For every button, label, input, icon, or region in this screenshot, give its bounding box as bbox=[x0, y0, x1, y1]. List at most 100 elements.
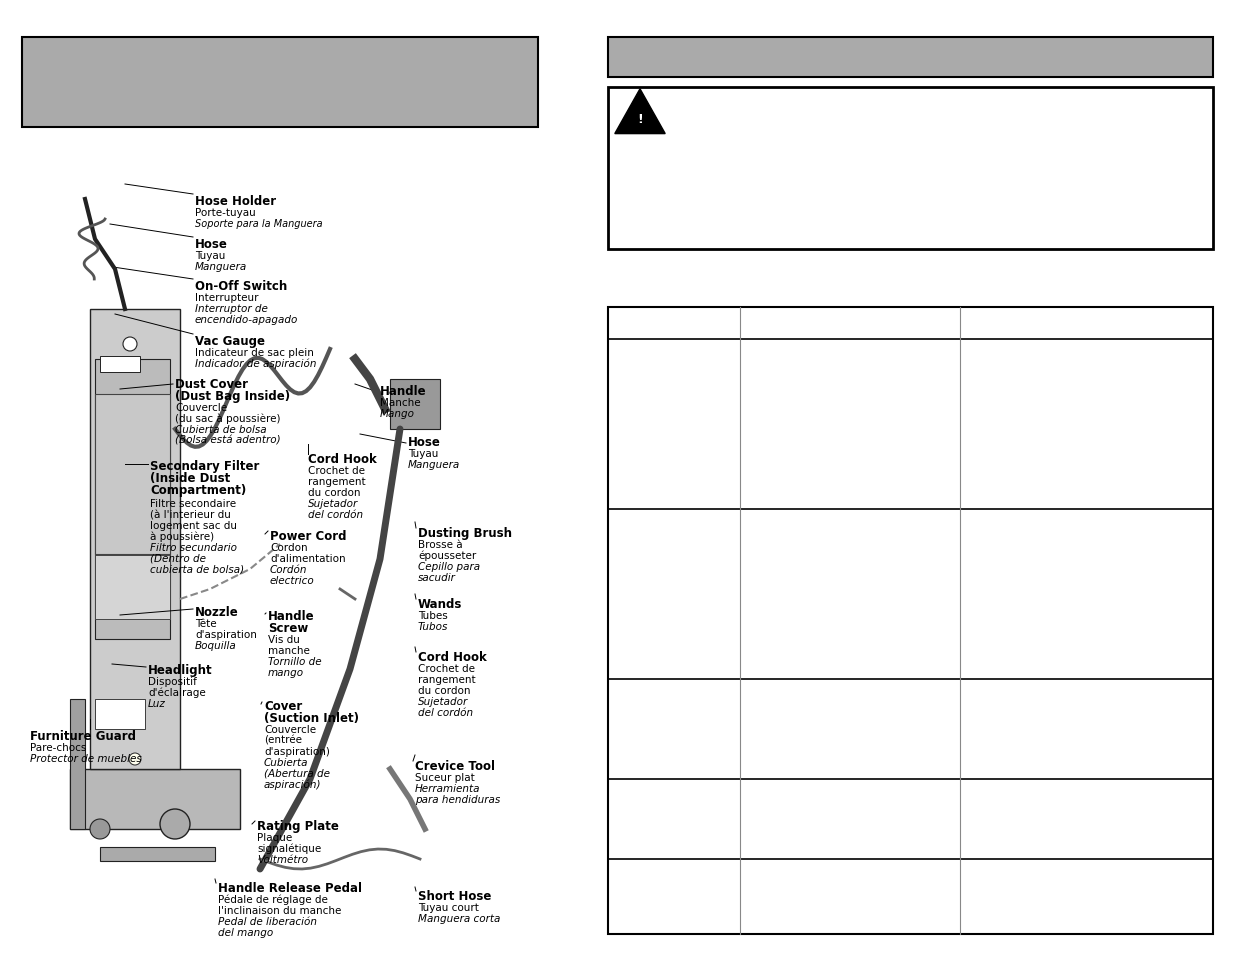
Text: (entrée: (entrée bbox=[264, 735, 303, 745]
Text: sacudir: sacudir bbox=[417, 573, 456, 582]
Text: Dusting Brush: Dusting Brush bbox=[417, 526, 513, 539]
Text: Hose: Hose bbox=[408, 436, 441, 449]
Text: para hendiduras: para hendiduras bbox=[415, 794, 500, 804]
Text: Filtro secundario: Filtro secundario bbox=[149, 542, 237, 553]
Text: Hose Holder: Hose Holder bbox=[195, 194, 277, 208]
Text: l'inclinaison du manche: l'inclinaison du manche bbox=[219, 905, 341, 915]
FancyBboxPatch shape bbox=[608, 308, 1213, 934]
Text: (à l'interieur du: (à l'interieur du bbox=[149, 510, 231, 519]
Text: Handle: Handle bbox=[380, 385, 426, 397]
Text: Dust Cover: Dust Cover bbox=[175, 377, 248, 391]
Text: Dispositif: Dispositif bbox=[148, 677, 196, 686]
Text: Suceur plat: Suceur plat bbox=[415, 772, 474, 782]
FancyBboxPatch shape bbox=[100, 356, 140, 373]
Text: Cordon: Cordon bbox=[270, 542, 308, 553]
Text: Crochet de: Crochet de bbox=[417, 663, 475, 673]
Text: (Suction Inlet): (Suction Inlet) bbox=[264, 711, 359, 724]
Text: del cordón: del cordón bbox=[417, 707, 473, 718]
Text: Couvercle: Couvercle bbox=[175, 402, 227, 413]
FancyBboxPatch shape bbox=[390, 379, 440, 430]
Text: Porte-tuyau: Porte-tuyau bbox=[195, 208, 256, 218]
Text: rangement: rangement bbox=[417, 675, 475, 684]
Text: d'éclairage: d'éclairage bbox=[148, 687, 206, 698]
Text: Compartment): Compartment) bbox=[149, 483, 246, 497]
Text: (Inside Dust: (Inside Dust bbox=[149, 472, 230, 484]
Text: Furniture Guard: Furniture Guard bbox=[30, 729, 136, 742]
Text: Pédale de réglage de: Pédale de réglage de bbox=[219, 894, 327, 904]
Text: Plaque: Plaque bbox=[257, 832, 293, 842]
Circle shape bbox=[90, 820, 110, 840]
FancyBboxPatch shape bbox=[100, 847, 215, 862]
Text: Sujetador: Sujetador bbox=[417, 697, 468, 706]
FancyBboxPatch shape bbox=[608, 38, 1213, 78]
Text: rangement: rangement bbox=[308, 476, 366, 486]
Text: Indicateur de sac plein: Indicateur de sac plein bbox=[195, 348, 314, 357]
Text: Sujetador: Sujetador bbox=[308, 498, 358, 509]
Text: (Dentro de: (Dentro de bbox=[149, 554, 206, 563]
Text: (Abertura de: (Abertura de bbox=[264, 768, 330, 779]
Text: Indicador de aspiración: Indicador de aspiración bbox=[195, 358, 316, 369]
FancyBboxPatch shape bbox=[95, 359, 170, 639]
Text: Cubierta de bolsa: Cubierta de bolsa bbox=[175, 424, 267, 435]
Text: d'alimentation: d'alimentation bbox=[270, 554, 346, 563]
Text: Rating Plate: Rating Plate bbox=[257, 820, 338, 832]
Text: Voltmétro: Voltmétro bbox=[257, 854, 308, 864]
Text: Tornillo de: Tornillo de bbox=[268, 657, 321, 666]
Text: Tuyau: Tuyau bbox=[408, 449, 438, 458]
Text: logement sac du: logement sac du bbox=[149, 520, 237, 531]
Text: Nozzle: Nozzle bbox=[195, 605, 238, 618]
Text: Cubierta: Cubierta bbox=[264, 758, 309, 767]
Text: del cordón: del cordón bbox=[308, 510, 363, 519]
Text: aspiración): aspiración) bbox=[264, 780, 321, 790]
Text: encendido-apagado: encendido-apagado bbox=[195, 314, 299, 325]
Text: Handle: Handle bbox=[268, 609, 315, 622]
Text: mango: mango bbox=[268, 667, 304, 678]
Text: manche: manche bbox=[268, 645, 310, 656]
Text: Wands: Wands bbox=[417, 598, 462, 610]
Text: Hose: Hose bbox=[195, 237, 228, 251]
Text: Couvercle: Couvercle bbox=[264, 724, 316, 734]
Text: d'aspiration): d'aspiration) bbox=[264, 746, 330, 757]
Circle shape bbox=[161, 809, 190, 840]
Text: Cord Hook: Cord Hook bbox=[308, 453, 377, 465]
Text: Cordón: Cordón bbox=[270, 564, 308, 575]
Text: Brosse à: Brosse à bbox=[417, 539, 463, 550]
FancyBboxPatch shape bbox=[608, 88, 1213, 250]
Text: Interrupteur: Interrupteur bbox=[195, 293, 258, 303]
Text: !: ! bbox=[637, 112, 643, 126]
Text: Power Cord: Power Cord bbox=[270, 530, 347, 542]
Text: (du sac à poussière): (du sac à poussière) bbox=[175, 414, 280, 424]
FancyBboxPatch shape bbox=[95, 556, 170, 619]
Text: Screw: Screw bbox=[268, 621, 309, 635]
Text: Tête: Tête bbox=[195, 618, 216, 628]
Text: Tuyau: Tuyau bbox=[195, 251, 225, 261]
Text: Tuyau court: Tuyau court bbox=[417, 902, 479, 912]
Text: Manguera: Manguera bbox=[195, 262, 247, 272]
Text: Crochet de: Crochet de bbox=[308, 465, 366, 476]
Text: (Dust Bag Inside): (Dust Bag Inside) bbox=[175, 390, 290, 402]
Text: Mango: Mango bbox=[380, 409, 415, 418]
Text: du cordon: du cordon bbox=[417, 685, 471, 696]
Text: Soporte para la Manguera: Soporte para la Manguera bbox=[195, 219, 322, 229]
Text: Secondary Filter: Secondary Filter bbox=[149, 459, 259, 473]
FancyBboxPatch shape bbox=[22, 38, 538, 128]
FancyBboxPatch shape bbox=[70, 769, 240, 829]
Text: Manguera corta: Manguera corta bbox=[417, 913, 500, 923]
Text: Cepillo para: Cepillo para bbox=[417, 561, 480, 572]
Circle shape bbox=[128, 753, 141, 765]
Text: Cover: Cover bbox=[264, 700, 303, 712]
Text: Protector de muebles: Protector de muebles bbox=[30, 753, 142, 763]
Text: Vac Gauge: Vac Gauge bbox=[195, 335, 266, 348]
Text: épousseter: épousseter bbox=[417, 551, 477, 561]
Text: On-Off Switch: On-Off Switch bbox=[195, 280, 288, 293]
Text: Interruptor de: Interruptor de bbox=[195, 304, 268, 314]
Text: d'aspiration: d'aspiration bbox=[195, 629, 257, 639]
FancyBboxPatch shape bbox=[90, 310, 180, 769]
Text: Pedal de liberación: Pedal de liberación bbox=[219, 916, 317, 926]
Text: Tubes: Tubes bbox=[417, 610, 448, 620]
Polygon shape bbox=[615, 90, 666, 134]
Text: del mango: del mango bbox=[219, 927, 273, 937]
Text: Vis du: Vis du bbox=[268, 635, 300, 644]
Text: du cordon: du cordon bbox=[308, 488, 361, 497]
Circle shape bbox=[124, 337, 137, 352]
